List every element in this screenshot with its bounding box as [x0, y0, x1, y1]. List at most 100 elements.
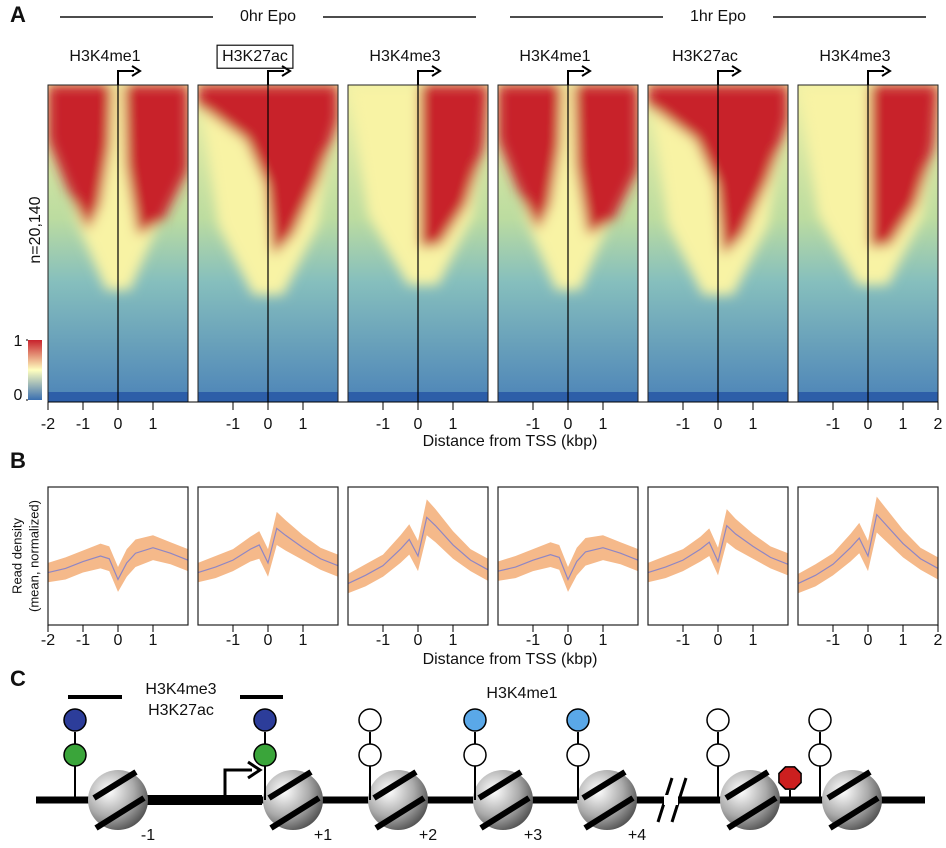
- x-tick-label: -1: [76, 416, 90, 433]
- nucleosome-stripe: [374, 795, 426, 831]
- x-tick-label: -1: [376, 632, 390, 649]
- x-tick-label: 2: [934, 632, 943, 649]
- mean-line: [47, 547, 189, 581]
- colorbar-label: 0: [14, 387, 23, 404]
- band: [198, 511, 338, 583]
- nucleosome-stripe: [372, 769, 418, 801]
- modification: [706, 743, 730, 767]
- modification: [566, 708, 590, 732]
- band: [48, 535, 188, 592]
- panel-title: H3K27ac: [222, 48, 288, 65]
- x-tick-label: -1: [226, 416, 240, 433]
- x-tick-label: -1: [676, 632, 690, 649]
- x-tick-label: -1: [676, 416, 690, 433]
- heatmap-high: [48, 85, 112, 230]
- x-tick-label: -2: [41, 632, 55, 649]
- nucleosome-stripe: [92, 769, 138, 801]
- mean-line: [497, 547, 639, 581]
- colorbar-label: 1: [14, 333, 23, 350]
- panel-title: H3K27ac: [672, 48, 738, 65]
- mean-line: [197, 527, 339, 574]
- tss-arrowhead: [131, 65, 142, 77]
- x-tick-label: 1: [899, 632, 908, 649]
- nucleosome-stripe: [477, 769, 523, 801]
- mean-line: [647, 524, 789, 574]
- x-tick-label: -1: [226, 632, 240, 649]
- modification: [706, 708, 730, 732]
- tss-arrow: [567, 70, 584, 85]
- tss-arrow: [117, 70, 134, 85]
- nucleosome-stripe: [269, 795, 321, 831]
- tss-arrowhead: [881, 65, 892, 77]
- x-tick-label: 0: [864, 632, 873, 649]
- x-axis-label: Distance from TSS (kbp): [423, 651, 598, 668]
- y-axis-label: Read density: [9, 518, 24, 594]
- modification: [463, 708, 487, 732]
- nucleosome: [577, 770, 637, 830]
- tss-arrowhead: [581, 65, 592, 77]
- nucleosome-stripe: [94, 795, 146, 831]
- tss-arrow: [267, 70, 284, 85]
- x-tick-label: 0: [864, 416, 873, 433]
- x-tick-label: 1: [149, 416, 158, 433]
- band: [498, 535, 638, 592]
- panel-label: A: [10, 2, 26, 27]
- panel-title: H3K4me3: [819, 48, 890, 65]
- x-tick-label: 1: [599, 632, 608, 649]
- tss-arrowhead: [247, 760, 263, 780]
- nucleosome-stripe: [479, 795, 531, 831]
- panel-label: B: [10, 448, 26, 473]
- mark-label: H3K27ac: [148, 702, 214, 719]
- nucleosome-stripe: [724, 769, 770, 801]
- nucleosome-label: +2: [419, 827, 437, 844]
- x-tick-label: 2: [934, 416, 943, 433]
- nucleosome: [368, 770, 428, 830]
- colorbar: [28, 340, 42, 400]
- nucleosome-stripe: [826, 769, 872, 801]
- x-tick-label: 1: [749, 632, 758, 649]
- heatmap-high: [574, 85, 638, 235]
- break-gap: [664, 795, 678, 805]
- nucleosome-stripe: [726, 795, 778, 831]
- x-tick-label: 0: [714, 416, 723, 433]
- x-axis-label: Distance from TSS (kbp): [423, 433, 598, 450]
- y-axis-label: (mean, normalized): [26, 500, 41, 612]
- mark-label: H3K4me1: [486, 685, 557, 702]
- heatmap-high: [870, 85, 938, 247]
- tss-arrow: [717, 70, 734, 85]
- x-tick-label: 1: [299, 632, 308, 649]
- nucleosome-label: +3: [524, 827, 542, 844]
- x-tick-label: 1: [749, 416, 758, 433]
- tss-arrow: [223, 768, 252, 800]
- x-tick-label: 1: [449, 416, 458, 433]
- x-tick-label: 1: [599, 416, 608, 433]
- tss-arrowhead: [431, 65, 442, 77]
- modification: [253, 708, 277, 732]
- panel-title: H3K4me1: [519, 48, 590, 65]
- modification: [358, 743, 382, 767]
- nucleosome-label: +4: [628, 827, 646, 844]
- x-tick-label: 1: [149, 632, 158, 649]
- x-tick-label: 0: [114, 632, 123, 649]
- modification: [566, 743, 590, 767]
- x-tick-label: 0: [264, 632, 273, 649]
- nucleosome-stripe: [583, 795, 635, 831]
- nucleosome: [263, 770, 323, 830]
- x-tick-label: 0: [414, 632, 423, 649]
- stop-mark: [778, 766, 802, 790]
- band: [648, 509, 788, 583]
- x-tick-label: 0: [414, 416, 423, 433]
- tss-arrowhead: [731, 65, 742, 77]
- modification: [253, 743, 277, 767]
- x-tick-label: 0: [564, 632, 573, 649]
- nucleosome: [720, 770, 780, 830]
- group-label: 0hr Epo: [240, 8, 296, 25]
- modification: [358, 708, 382, 732]
- modification: [808, 708, 832, 732]
- modification: [808, 743, 832, 767]
- x-tick-label: 0: [714, 632, 723, 649]
- x-tick-label: 1: [449, 632, 458, 649]
- band: [348, 499, 488, 594]
- x-tick-label: -1: [76, 632, 90, 649]
- heatmap-high: [420, 85, 488, 247]
